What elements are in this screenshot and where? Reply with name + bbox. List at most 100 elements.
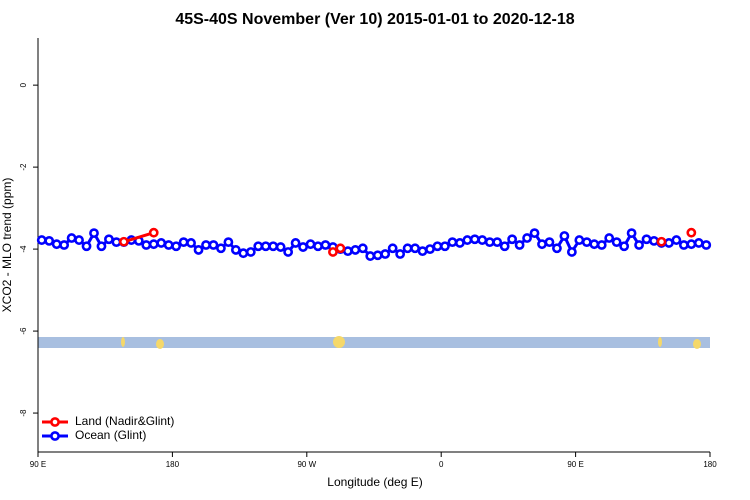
legend-label: Ocean (Glint): [75, 428, 146, 442]
data-point: [320, 240, 331, 250]
data-point: [402, 243, 413, 254]
data-point: [328, 247, 338, 257]
land-patch: [121, 337, 125, 347]
land-patch: [658, 337, 662, 347]
data-point: [469, 234, 480, 245]
data-point: [589, 239, 600, 250]
y-tick-label: -4: [19, 245, 28, 253]
data-point: [454, 238, 465, 248]
data-point: [559, 231, 570, 241]
y-tick-label: -8: [19, 409, 28, 417]
legend-swatch-point: [50, 431, 60, 441]
data-point: [342, 246, 353, 257]
data-point: [245, 247, 256, 257]
data-point: [566, 247, 577, 257]
x-tick-label: 90 W: [297, 460, 316, 469]
data-point: [626, 228, 637, 239]
data-point: [186, 238, 196, 248]
data-point: [313, 241, 323, 252]
data-point: [365, 251, 376, 261]
data-point: [118, 236, 129, 247]
legend-swatch-point: [50, 417, 60, 427]
data-point: [193, 245, 204, 255]
data-point: [201, 240, 211, 250]
data-point: [148, 227, 159, 238]
data-point: [357, 243, 368, 254]
y-tick-label: -2: [19, 163, 28, 171]
data-point: [171, 241, 182, 252]
x-tick-label: 180: [166, 460, 180, 469]
data-point: [268, 241, 279, 252]
data-point: [507, 234, 518, 245]
data-point: [693, 238, 704, 248]
y-axis-label: XCO2 - MLO trend (ppm): [0, 178, 14, 313]
data-point: [178, 237, 189, 248]
data-point: [686, 239, 697, 250]
data-point: [417, 246, 428, 257]
data-point: [477, 235, 488, 245]
data-point: [395, 249, 406, 259]
data-point: [163, 240, 174, 250]
data-point: [133, 236, 144, 246]
data-point: [59, 240, 70, 250]
data-point: [447, 237, 458, 248]
data-point: [216, 243, 226, 254]
data-point: [148, 239, 159, 250]
data-point: [223, 237, 234, 248]
data-point: [283, 247, 294, 257]
data-point: [111, 237, 122, 248]
data-point: [74, 235, 84, 245]
data-point: [230, 245, 241, 255]
x-tick-label: 0: [439, 460, 444, 469]
data-point: [656, 236, 667, 247]
ocean-mask-band: [38, 337, 710, 348]
x-tick-label: 90 E: [30, 460, 46, 469]
data-point: [253, 241, 264, 252]
data-point: [522, 233, 532, 243]
data-point: [305, 239, 316, 250]
data-point: [649, 236, 659, 246]
data-point: [604, 233, 615, 243]
data-point: [81, 241, 92, 252]
data-point: [432, 241, 443, 252]
data-point: [238, 248, 249, 259]
data-point: [671, 235, 682, 245]
data-point: [208, 240, 219, 250]
x-axis-label: Longitude (deg E): [327, 475, 422, 489]
data-point: [290, 238, 301, 248]
data-point: [492, 237, 503, 248]
data-point: [387, 243, 398, 254]
data-point: [89, 228, 99, 239]
legend-label: Land (Nadir&Glint): [75, 414, 174, 428]
chart-title: 45S-40S November (Ver 10) 2015-01-01 to …: [175, 11, 574, 28]
data-point: [44, 236, 55, 246]
data-point: [104, 234, 114, 245]
data-point: [529, 228, 540, 239]
data-point: [260, 241, 271, 252]
land-patch: [156, 339, 164, 349]
data-point: [350, 245, 361, 255]
data-point: [596, 240, 607, 250]
data-point: [440, 241, 450, 252]
data-point: [156, 238, 167, 248]
data-point: [298, 242, 308, 252]
land-patch: [693, 339, 701, 349]
data-point: [51, 239, 62, 250]
data-point: [410, 243, 420, 254]
data-point: [335, 243, 346, 254]
data-point: [380, 249, 391, 259]
data-point: [499, 241, 510, 252]
data-point: [619, 241, 630, 252]
land-patch: [333, 336, 345, 348]
x-tick-label: 90 E: [567, 460, 583, 469]
data-point: [96, 241, 107, 252]
data-point: [664, 238, 674, 248]
data-point: [574, 235, 585, 245]
data-point: [552, 243, 562, 254]
data-point: [641, 234, 652, 245]
data-point: [634, 240, 644, 250]
y-tick-label: -6: [19, 327, 28, 335]
data-point: [686, 227, 697, 238]
data-point: [537, 239, 547, 250]
